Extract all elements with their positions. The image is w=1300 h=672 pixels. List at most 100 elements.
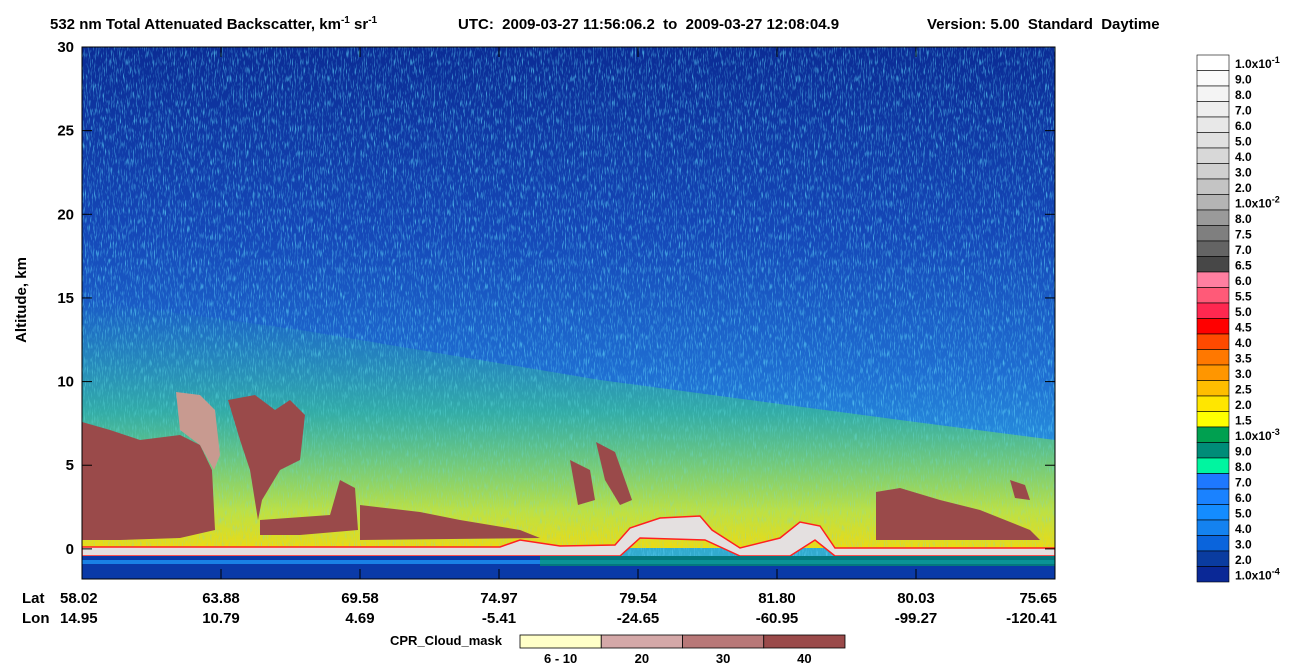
colorbar-swatch — [1196, 550, 1230, 567]
colorbar-swatch — [1196, 240, 1230, 257]
colorbar-label: 1.0x10-3 — [1235, 427, 1280, 443]
colorbar-label: 9.0 — [1235, 444, 1252, 458]
colorbar-swatch — [1196, 380, 1230, 397]
x-row-name: Lat — [22, 590, 45, 607]
colorbar-label: 7.5 — [1235, 227, 1252, 241]
colorbar-label: 5.0 — [1235, 506, 1252, 520]
y-tick-label: 15 — [57, 290, 74, 307]
colorbar-swatch — [1196, 225, 1230, 242]
colorbar-label-exp: -3 — [1272, 427, 1280, 437]
colorbar-swatch — [1196, 519, 1230, 536]
colorbar-label-base: 1.0x10 — [1235, 196, 1272, 210]
colorbar-label: 3.0 — [1235, 537, 1252, 551]
colorbar-label: 9.0 — [1235, 72, 1252, 86]
colorbar-label: 3.0 — [1235, 367, 1252, 381]
cloud-mask-swatch — [763, 634, 846, 649]
colorbar-swatch — [1196, 85, 1230, 102]
x-tick-label: 74.97 — [480, 590, 518, 607]
x-tick-label: 75.65 — [1019, 590, 1057, 607]
colorbar-label: 1.0x10-2 — [1235, 194, 1280, 210]
cloud-mask-label: 40 — [797, 651, 811, 666]
x-tick-label: 69.58 — [341, 590, 379, 607]
colorbar-label-base: 1.0x10 — [1235, 568, 1272, 582]
x-tick-label: -5.41 — [482, 610, 516, 627]
x-tick-label: -120.41 — [1006, 610, 1057, 627]
colorbar-label: 2.5 — [1235, 382, 1252, 396]
x-tick-label: 63.88 — [202, 590, 240, 607]
y-tick-label: 20 — [57, 206, 74, 223]
x-tick-label: 79.54 — [619, 590, 657, 607]
colorbar-swatch — [1196, 426, 1230, 443]
curtain-image — [82, 47, 1055, 579]
colorbar-label: 4.0 — [1235, 522, 1252, 536]
colorbar-label-exp: -1 — [1272, 55, 1280, 65]
colorbar-label: 6.0 — [1235, 119, 1252, 133]
colorbar-swatch — [1196, 101, 1230, 118]
colorbar-label: 5.0 — [1235, 305, 1252, 319]
colorbar-label: 2.0 — [1235, 398, 1252, 412]
x-tick-label: 14.95 — [60, 610, 98, 627]
cloud-mask-swatch — [682, 634, 765, 649]
colorbar-label: 4.0 — [1235, 150, 1252, 164]
colorbar-swatch — [1196, 488, 1230, 505]
colorbar-swatch — [1196, 349, 1230, 366]
colorbar-swatch — [1196, 256, 1230, 273]
time-range: UTC: 2009-03-27 11:56:06.2 to 2009-03-27… — [458, 16, 839, 33]
colorbar-swatch — [1196, 535, 1230, 552]
y-axis-label: Altitude, km — [13, 257, 30, 343]
colorbar-label: 7.0 — [1235, 475, 1252, 489]
colorbar-swatch — [1196, 473, 1230, 490]
y-tick-label: 10 — [57, 374, 74, 391]
colorbar-swatch — [1196, 364, 1230, 381]
colorbar-swatch — [1196, 116, 1230, 133]
colorbar-swatch — [1196, 395, 1230, 412]
colorbar-label-exp: -2 — [1272, 194, 1280, 204]
colorbar-label: 3.5 — [1235, 351, 1252, 365]
colorbar-swatch — [1196, 302, 1230, 319]
colorbar-swatch — [1196, 411, 1230, 428]
colorbar-swatch — [1196, 287, 1230, 304]
colorbar-swatch — [1196, 54, 1230, 71]
cloud-mask-swatch — [519, 634, 602, 649]
colorbar-label: 7.0 — [1235, 103, 1252, 117]
colorbar-label: 8.0 — [1235, 88, 1252, 102]
colorbar-label: 5.0 — [1235, 134, 1252, 148]
colorbar-label-exp: -4 — [1272, 566, 1280, 576]
x-tick-label: -99.27 — [895, 610, 938, 627]
colorbar-label: 5.5 — [1235, 289, 1252, 303]
x-tick-label: 4.69 — [345, 610, 374, 627]
version: Version: 5.00 Standard Daytime — [927, 16, 1160, 33]
plot-frame — [81, 46, 1056, 580]
colorbar-swatch — [1196, 70, 1230, 87]
x-tick-label: -60.95 — [756, 610, 799, 627]
x-tick-label: 81.80 — [758, 590, 796, 607]
colorbar-swatch — [1196, 163, 1230, 180]
title-sup: -1 — [368, 15, 377, 26]
y-tick-label: 0 — [66, 541, 74, 558]
colorbar-label: 8.0 — [1235, 460, 1252, 474]
x-row-name: Lon — [22, 610, 50, 627]
colorbar-swatch — [1196, 147, 1230, 164]
cloud-mask-label: 6 - 10 — [544, 651, 577, 666]
colorbar-swatch — [1196, 566, 1230, 583]
x-tick-label: 80.03 — [897, 590, 935, 607]
cloud-mask-title: CPR_Cloud_mask — [390, 633, 503, 648]
title-sup: -1 — [341, 15, 350, 26]
y-tick-label: 25 — [57, 123, 74, 140]
title-main: 532 nm Total Attenuated Backscatter, km — [50, 16, 341, 33]
colorbar-swatch — [1196, 318, 1230, 335]
colorbar-label: 2.0 — [1235, 553, 1252, 567]
colorbar-label: 2.0 — [1235, 181, 1252, 195]
colorbar-swatch — [1196, 271, 1230, 288]
title-mid: sr — [350, 16, 369, 33]
x-tick-label: 10.79 — [202, 610, 240, 627]
cloud-mask-swatch — [600, 634, 683, 649]
colorbar-swatch — [1196, 132, 1230, 149]
colorbar-label: 6.5 — [1235, 258, 1252, 272]
colorbar-swatch — [1196, 457, 1230, 474]
colorbar-swatch — [1196, 442, 1230, 459]
x-tick-label: -24.65 — [617, 610, 660, 627]
cloud-mask-label: 20 — [635, 651, 649, 666]
